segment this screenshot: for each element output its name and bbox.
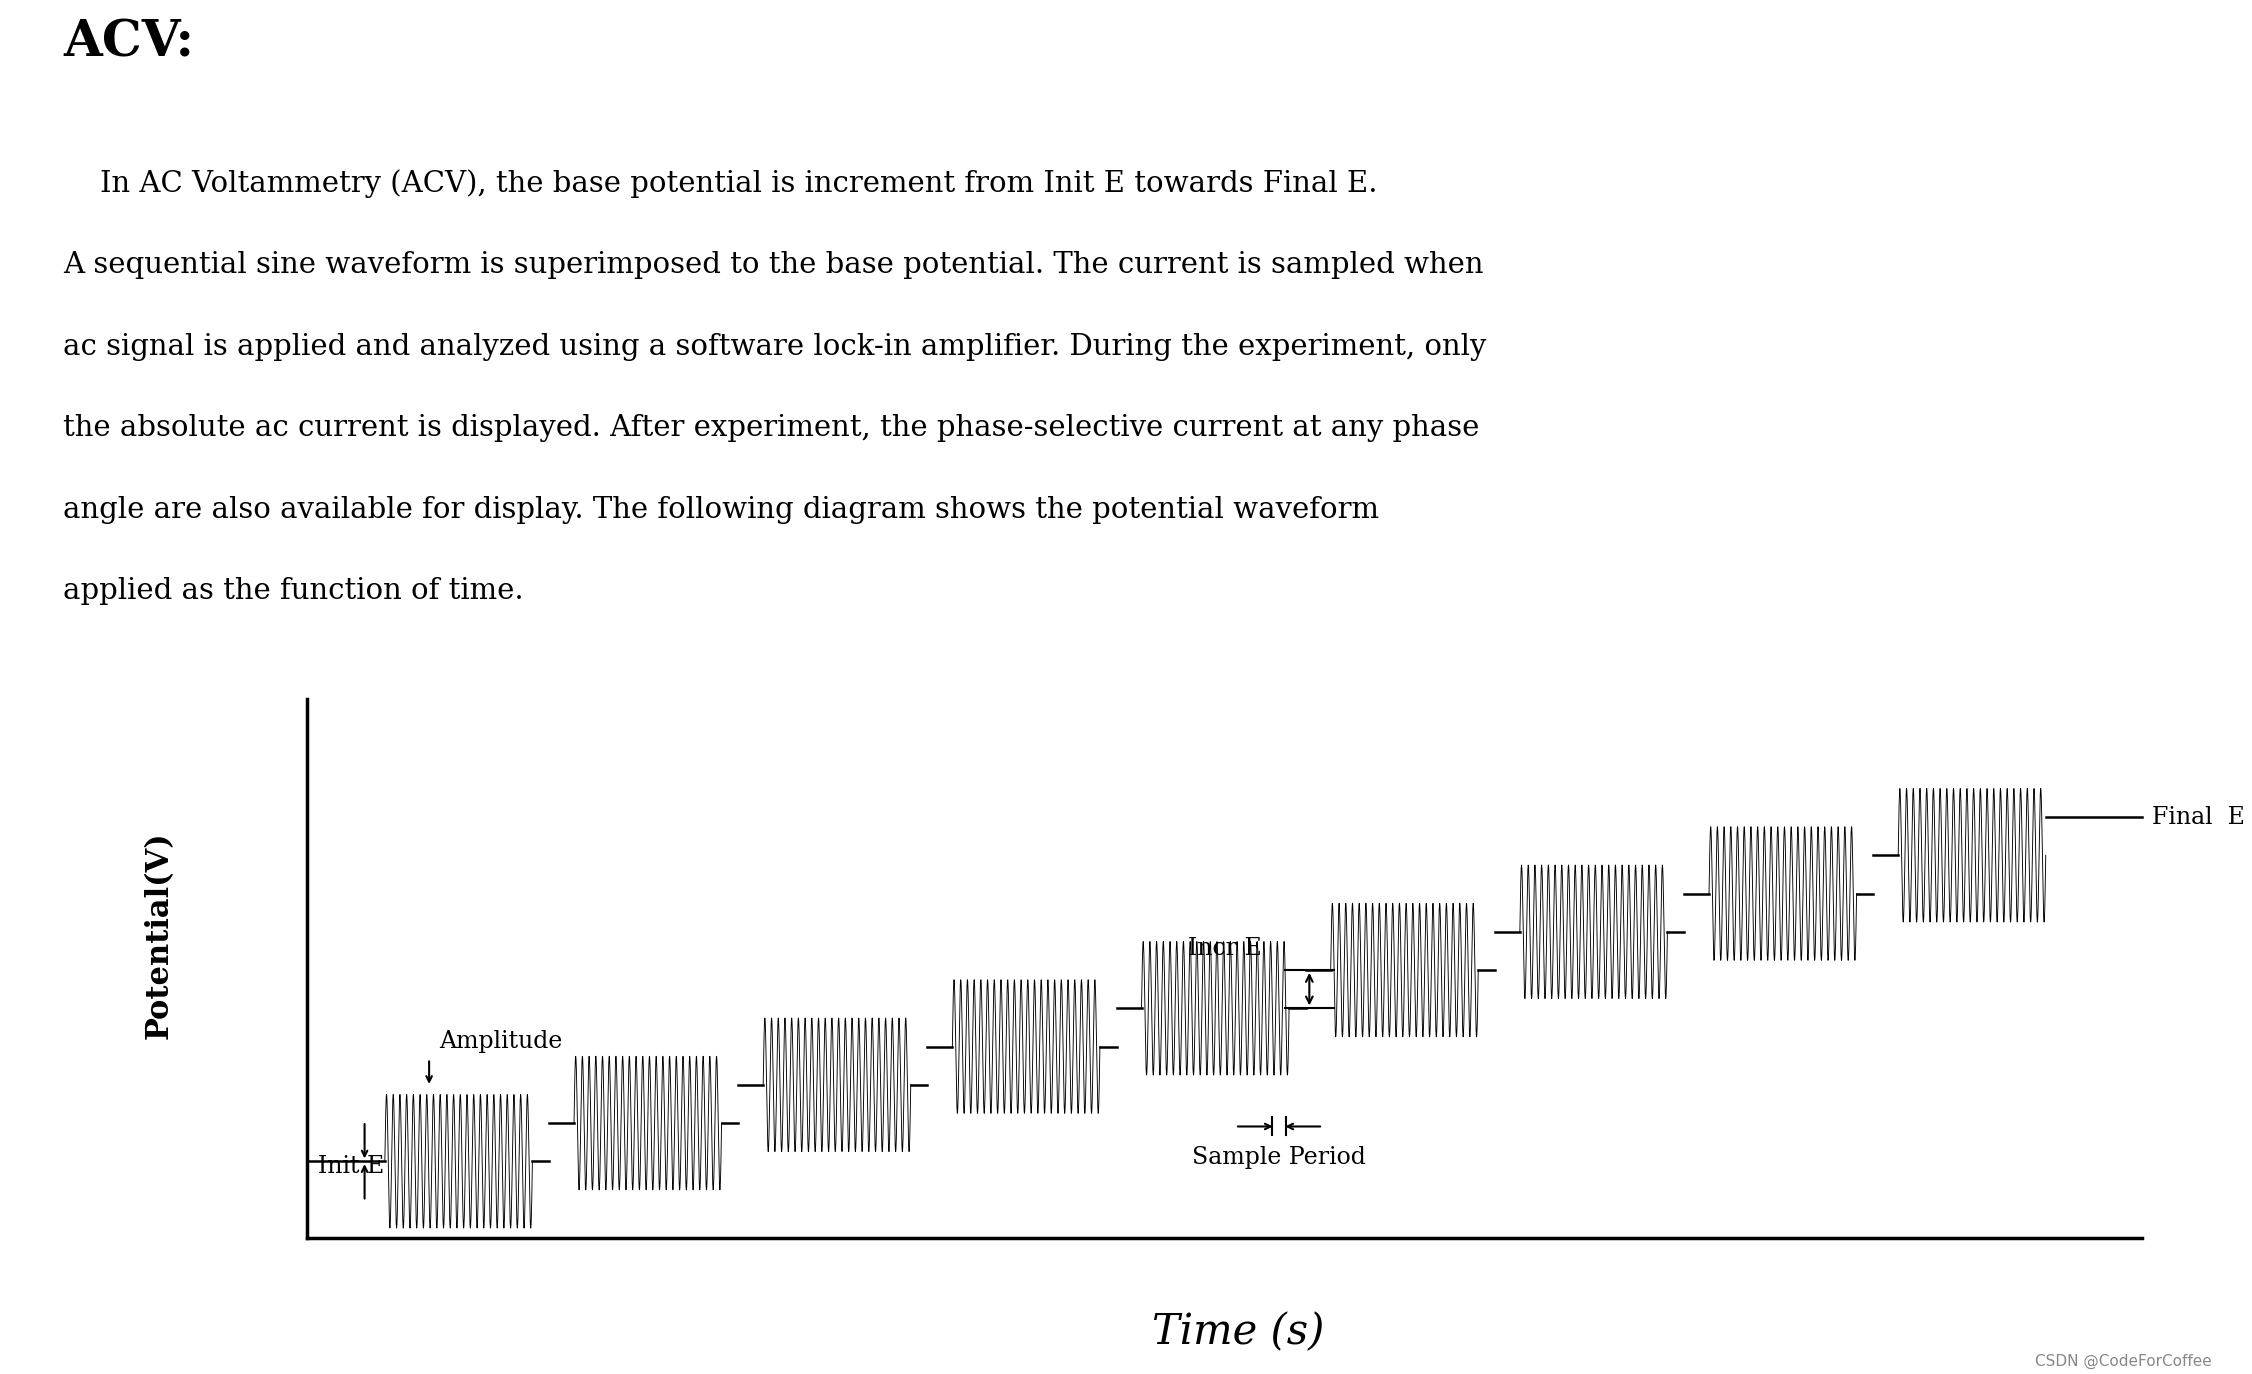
Text: the absolute ac current is displayed. After experiment, the phase-selective curr: the absolute ac current is displayed. Af… bbox=[63, 414, 1480, 442]
Text: Time (s): Time (s) bbox=[1153, 1311, 1324, 1353]
Text: ac signal is applied and analyzed using a software lock-in amplifier. During the: ac signal is applied and analyzed using … bbox=[63, 333, 1486, 360]
Text: Potential(V): Potential(V) bbox=[144, 831, 176, 1039]
Text: applied as the function of time.: applied as the function of time. bbox=[63, 577, 525, 606]
Text: angle are also available for display. The following diagram shows the potential : angle are also available for display. Th… bbox=[63, 496, 1378, 523]
Text: Sample Period: Sample Period bbox=[1191, 1146, 1367, 1169]
Text: Final  E: Final E bbox=[2153, 805, 2245, 829]
Text: ACV:: ACV: bbox=[63, 18, 194, 67]
Text: Amplitude: Amplitude bbox=[439, 1030, 563, 1054]
Text: CSDN @CodeForCoffee: CSDN @CodeForCoffee bbox=[2036, 1353, 2211, 1369]
Text: A sequential sine waveform is superimposed to the base potential. The current is: A sequential sine waveform is superimpos… bbox=[63, 251, 1484, 279]
Text: Incr E: Incr E bbox=[1187, 937, 1261, 960]
Text: Init E: Init E bbox=[318, 1156, 383, 1178]
Text: In AC Voltammetry (ACV), the base potential is increment from Init E towards Fin: In AC Voltammetry (ACV), the base potent… bbox=[63, 169, 1378, 198]
